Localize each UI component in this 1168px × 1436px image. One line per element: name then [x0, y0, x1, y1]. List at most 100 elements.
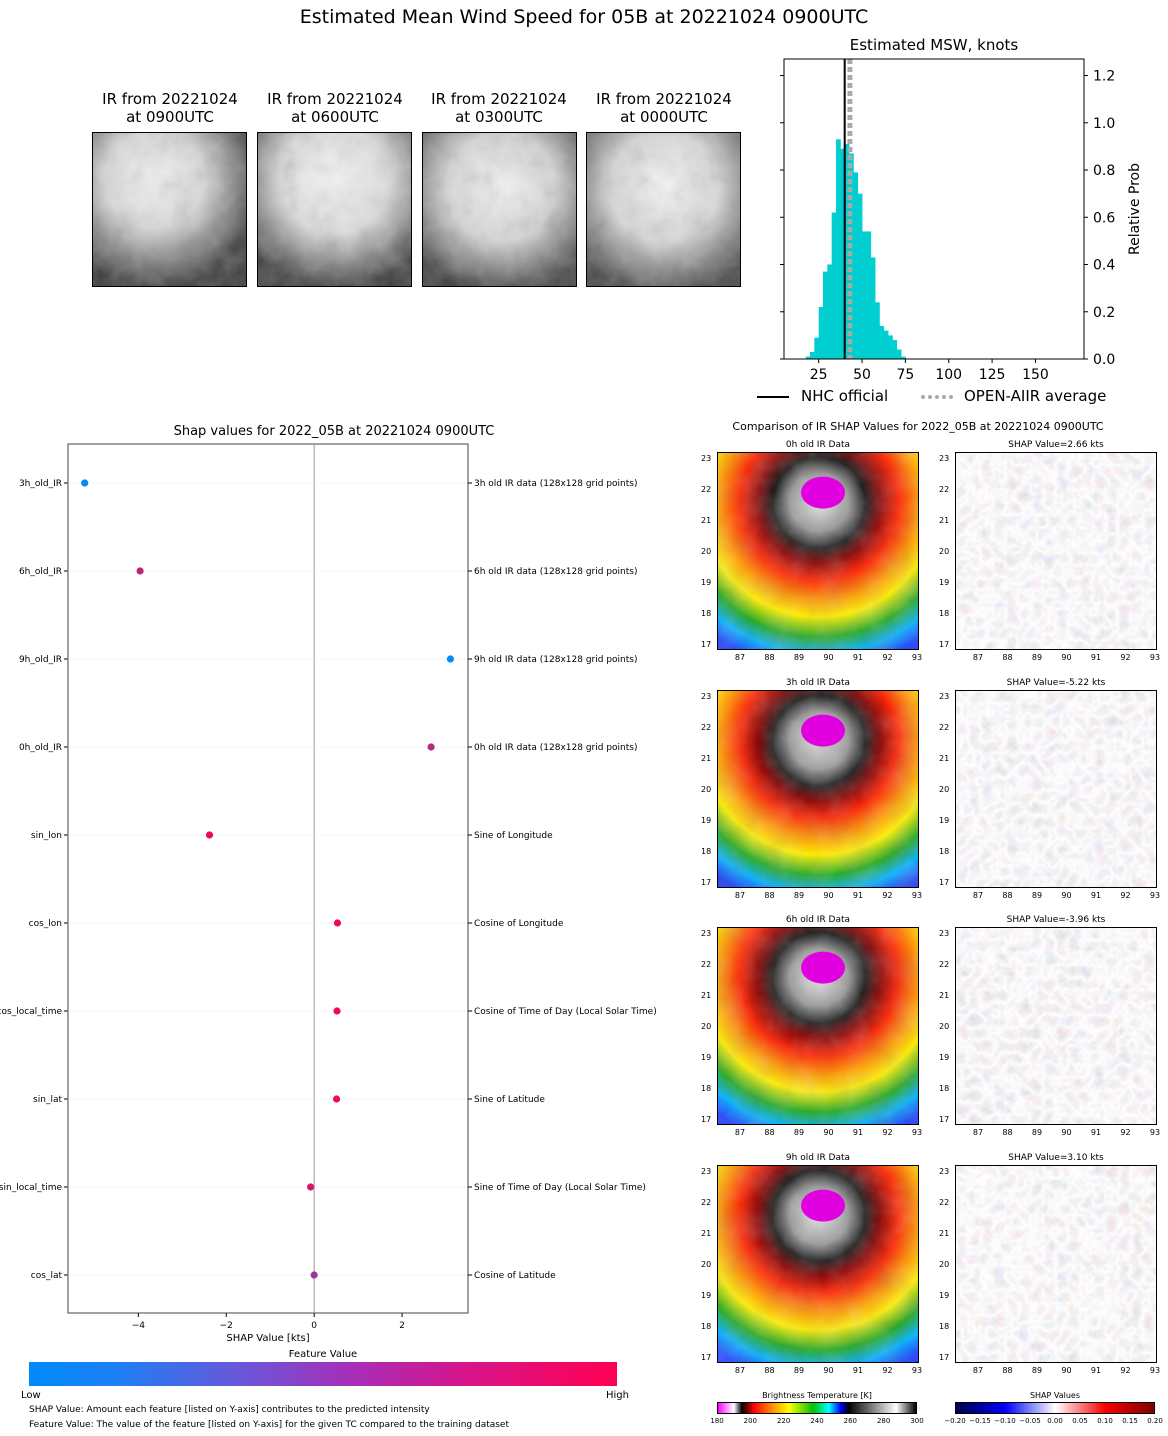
map-x-tick-label: 91 [852, 891, 864, 900]
map-y-tick-label: 17 [701, 1115, 712, 1124]
colorbar-tick-label: −0.10 [994, 1417, 1016, 1425]
map-x-tick-label: 87 [734, 653, 746, 662]
colorbar-tick-label: 240 [810, 1417, 824, 1425]
ir-data-map [717, 1165, 919, 1363]
map-x-tick-label: 90 [823, 891, 834, 900]
map-x-tick-label: 93 [911, 891, 923, 900]
map-x-tick-label: 90 [1061, 1366, 1072, 1375]
shap-x-tick-label: −4 [132, 1321, 146, 1331]
map-y-tick-label: 23 [701, 1167, 712, 1176]
map-y-tick-label: 20 [939, 1022, 950, 1031]
hist-y-axis-label: Relative Prob [1127, 163, 1143, 255]
shap-feature-description: Sine of Latitude [474, 1095, 545, 1105]
map-x-tick-label: 87 [734, 891, 746, 900]
hist-bar [849, 153, 854, 359]
ir-panel-title-1: IR from 20221024 at 0600UTC [267, 90, 403, 126]
shap-feature-label: sin_local_time [0, 1183, 62, 1193]
shap-feature-description: Sine of Time of Day (Local Solar Time) [474, 1183, 646, 1193]
map-y-tick-label: 18 [701, 1322, 712, 1331]
ir-image-0900 [92, 132, 247, 287]
colorbar-tick-label: 0.05 [1072, 1417, 1088, 1425]
map-y-tick-label: 21 [939, 754, 950, 763]
map-y-tick-label: 20 [939, 785, 950, 794]
hist-bar [814, 337, 820, 359]
map-y-tick-label: 18 [701, 847, 712, 856]
shap-point [446, 655, 455, 663]
map-y-tick-label: 21 [939, 516, 950, 525]
hist-bar [879, 325, 885, 359]
map-y-tick-label: 18 [939, 847, 950, 856]
map-x-tick-label: 92 [1120, 1128, 1131, 1137]
map-x-tick-label: 88 [1002, 891, 1013, 900]
map-x-tick-label: 87 [734, 1128, 746, 1137]
shap-feature-label: 0h_old_IR [19, 743, 62, 753]
hist-x-tick-label: 100 [935, 367, 962, 383]
map-x-tick-label: 91 [852, 653, 864, 662]
footnote-feature: Feature Value: The value of the feature … [29, 1420, 510, 1430]
shap-point [136, 567, 144, 575]
map-x-tick-label: 93 [911, 1366, 923, 1375]
map-y-tick-label: 19 [701, 1053, 712, 1062]
map-x-tick-label: 93 [1149, 653, 1161, 662]
feature-colorbar-high: High [606, 1390, 629, 1401]
map-y-tick-label: 22 [701, 485, 712, 494]
hist-x-tick-label: 150 [1022, 367, 1049, 383]
map-y-tick-label: 17 [701, 1353, 712, 1362]
hist-bar [836, 139, 841, 359]
ir-image-0300 [422, 132, 577, 287]
shap-feature-label: sin_lon [31, 831, 62, 841]
hist-x-tick-label: 25 [810, 367, 828, 383]
map-y-tick-label: 18 [939, 1084, 950, 1093]
shap-point [81, 479, 89, 487]
map-y-tick-label: 22 [701, 960, 712, 969]
map-x-tick-label: 92 [882, 1366, 893, 1375]
map-x-tick-label: 88 [1002, 653, 1013, 662]
map-y-tick-label: 19 [939, 816, 950, 825]
map-x-tick-label: 88 [764, 1366, 775, 1375]
shap-scatter: 3h_old_IR 3h old IR data (128x128 grid po… [0, 443, 657, 1344]
ir-data-title: 0h old IR Data [785, 440, 851, 450]
hist-bar [823, 271, 828, 359]
hist-y-tick-label: 0.4 [1093, 258, 1115, 274]
map-x-tick-label: 87 [972, 891, 984, 900]
map-x-tick-label: 93 [1149, 1366, 1161, 1375]
hist-bar [818, 307, 824, 359]
map-x-tick-label: 91 [852, 1366, 864, 1375]
map-y-tick-label: 21 [939, 991, 950, 1000]
shap-map [955, 927, 1157, 1125]
shap-point [333, 1007, 341, 1015]
hist-bar [883, 330, 889, 359]
shap-feature-description: 6h old IR data (128x128 grid points) [474, 567, 637, 577]
map-y-tick-label: 23 [939, 1167, 950, 1176]
hist-y-tick-label: 1.0 [1093, 116, 1115, 132]
map-y-tick-label: 22 [701, 1198, 712, 1207]
map-y-tick-label: 23 [701, 929, 712, 938]
map-x-tick-label: 90 [1061, 1128, 1072, 1137]
shap-feature-label: 3h_old_IR [19, 479, 62, 489]
shap-value-title: SHAP Value=2.66 kts [1008, 440, 1104, 450]
map-x-tick-label: 90 [823, 1366, 834, 1375]
shap-x-tick-label: −2 [220, 1321, 233, 1331]
shap-x-tick-label: 0 [311, 1321, 317, 1331]
hist-y-tick-label: 0.8 [1093, 163, 1115, 179]
map-y-tick-label: 19 [701, 816, 712, 825]
nhc-legend-line [757, 396, 789, 398]
shap-feature-description: Cosine of Latitude [474, 1271, 556, 1281]
colorbar-tick-label: 260 [843, 1417, 858, 1425]
hist-y-tick-label: 0.0 [1093, 352, 1115, 368]
shap-chart-title: Shap values for 2022_05B at 20221024 090… [173, 424, 495, 439]
map-x-tick-label: 93 [1149, 891, 1161, 900]
map-x-tick-label: 91 [852, 1128, 864, 1137]
hist-bar [844, 144, 850, 359]
shap-point [205, 831, 214, 839]
shap-colorbar [955, 1402, 1155, 1414]
hist-bar [857, 193, 863, 359]
map-y-tick-label: 22 [939, 1198, 950, 1207]
map-x-tick-label: 90 [823, 1128, 834, 1137]
map-y-tick-label: 20 [939, 547, 950, 556]
hist-bar [870, 257, 876, 359]
map-x-tick-label: 87 [972, 1366, 984, 1375]
colorbar-tick-label: −0.15 [969, 1417, 991, 1425]
map-x-tick-label: 89 [793, 653, 805, 662]
shap-point [332, 1095, 341, 1103]
